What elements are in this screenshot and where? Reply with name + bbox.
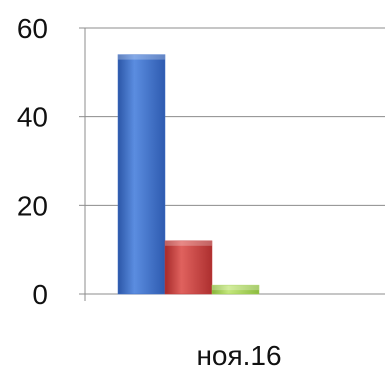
x-category-label: ноя.16 (196, 340, 281, 370)
bar-series-3 (211, 284, 260, 295)
bar-top-highlight-2 (165, 240, 212, 246)
bar-series-1 (117, 54, 166, 295)
bar-2 (164, 240, 213, 295)
bar-1 (117, 54, 166, 295)
bar-3 (211, 284, 260, 295)
bar-top-highlight-3 (212, 285, 259, 291)
y-tick-label-40: 40 (17, 102, 48, 133)
y-tick-label-0: 0 (32, 279, 48, 310)
y-tick-label-60: 60 (17, 13, 48, 44)
labels: 0 20 40 60 ноя.16 (17, 13, 282, 370)
y-tick-label-20: 20 (17, 190, 48, 221)
bar-series-2 (164, 240, 213, 295)
bar-top-highlight-1 (118, 54, 165, 60)
bars (117, 54, 260, 295)
